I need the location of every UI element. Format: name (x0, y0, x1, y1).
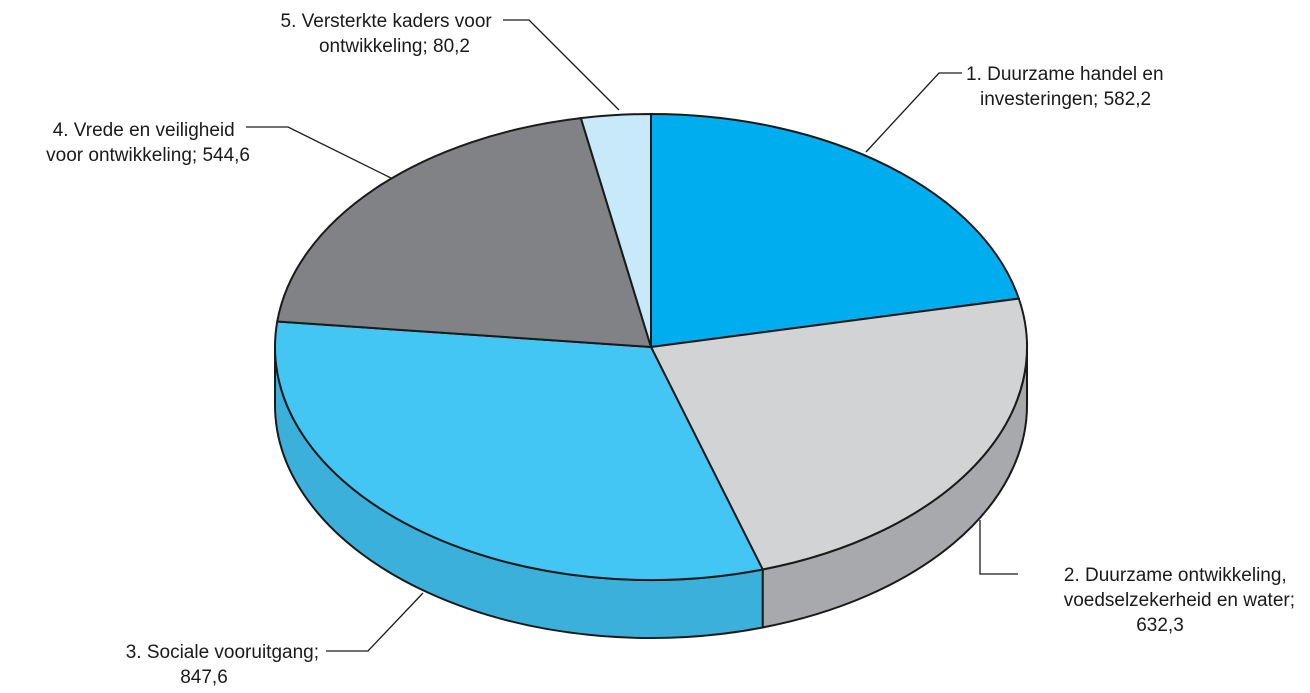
leader-lines (246, 19, 1018, 652)
slice-label-5-line1: 5. Versterkte kaders voor (281, 11, 493, 32)
slice-label-4: 4. Vrede en veiligheid voor ontwikkeling… (46, 120, 250, 166)
slice-label-2-line1: 2. Duurzame ontwikkeling, (1064, 565, 1287, 586)
pie-slice-3 (274, 320, 764, 581)
slice-label-3-line1: 3. Sociale vooruitgang; (126, 642, 319, 663)
slice-label-1: 1. Duurzame handel en investeringen; 582… (966, 64, 1169, 110)
leader-line-4 (246, 126, 392, 179)
slice-label-2-value: 632,3 (1136, 615, 1184, 636)
slice-label-3-value: 847,6 (180, 667, 228, 688)
slice-label-1-line2: investeringen; 582,2 (980, 89, 1151, 110)
leader-line-5 (503, 19, 620, 111)
slice-label-1-line1: 1. Duurzame handel en (966, 64, 1164, 85)
leader-line-2 (979, 520, 1018, 575)
pie-top-layer (274, 113, 1028, 581)
pie-slice-1 (650, 113, 1020, 348)
pie-slice-4 (276, 117, 652, 348)
pie-slice-5 (579, 113, 652, 348)
slice-label-4-line2: voor ontwikkeling; 544,6 (46, 145, 250, 166)
slice-label-3: 3. Sociale vooruitgang; (126, 642, 319, 663)
slice-label-5: 5. Versterkte kaders voor ontwikkeling; … (281, 11, 498, 57)
leader-line-1 (865, 72, 962, 153)
slice-label-4-line1: 4. Vrede en veiligheid (53, 120, 235, 141)
slice-label-2-line2: voedselzekerheid en water; (1064, 590, 1295, 611)
leader-line-3 (326, 592, 424, 652)
slice-labels: 1. Duurzame handel en investeringen; 582… (46, 11, 1295, 688)
pie-slice-2 (650, 297, 1028, 571)
slice-label-2: 2. Duurzame ontwikkeling, voedselzekerhe… (1064, 565, 1295, 611)
slice-label-5-line2: ontwikkeling; 80,2 (319, 36, 470, 57)
